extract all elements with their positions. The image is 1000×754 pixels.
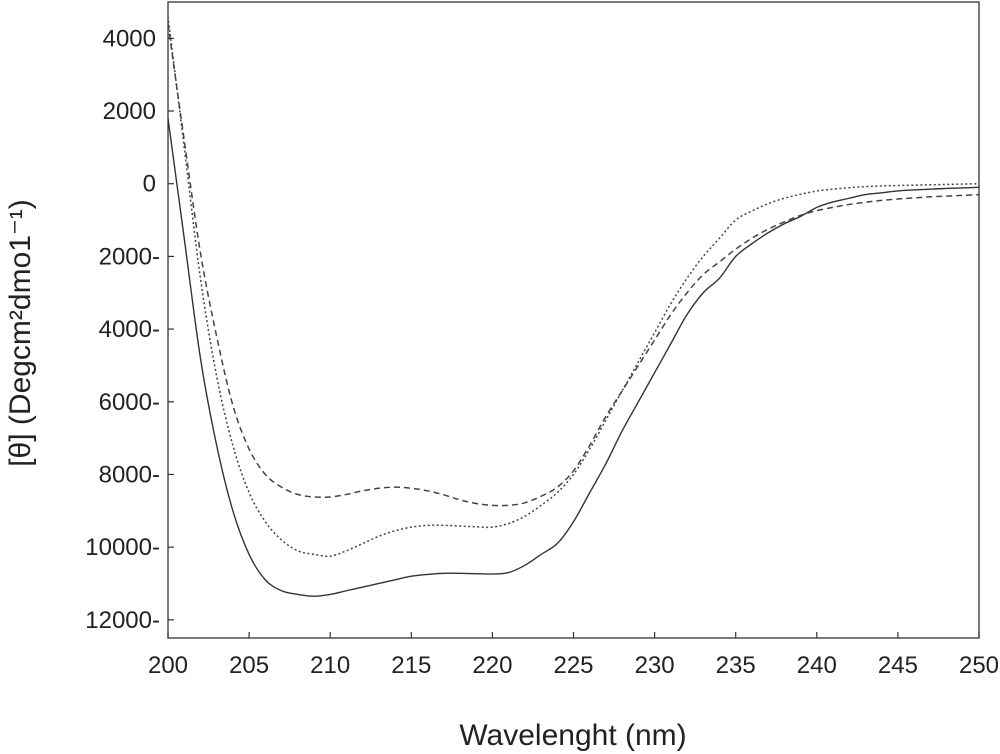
x-tick-label: 220 (472, 652, 512, 679)
y-tick-label: 4000 (103, 25, 156, 52)
x-axis-title: Wavelenght (nm) (459, 719, 686, 752)
y-tick-label: 2000- (99, 243, 160, 270)
y-tick-label: 12000- (85, 607, 160, 634)
x-tick-label: 215 (391, 652, 431, 679)
x-tick-label: 225 (553, 652, 593, 679)
series-line-dotted (167, 16, 980, 558)
x-tick-label: 245 (878, 652, 918, 679)
y-tick-label: 10000- (85, 534, 160, 561)
series-line-solid (167, 118, 980, 597)
x-tick-label: 210 (310, 652, 350, 679)
series-layer (167, 16, 980, 597)
x-tick-label: 240 (797, 652, 837, 679)
x-tick-label: 205 (229, 652, 269, 679)
y-tick-label: 6000- (99, 389, 160, 416)
x-tick-label: 230 (635, 652, 675, 679)
y-tick-label: 0 (143, 171, 156, 198)
series-line-dashed (167, 23, 980, 507)
plot-frame (167, 1, 980, 639)
x-tick-label: 200 (148, 652, 188, 679)
y-tick-label: 8000- (99, 461, 160, 488)
y-tick-label: 2000 (103, 98, 156, 125)
y-axis-title: [θ] (Degcm²dmo1⁻¹) (4, 199, 37, 467)
plot-border (167, 1, 980, 639)
x-tick-label: 235 (716, 652, 756, 679)
y-axis-ticks: 4000 2000 0 2000- 4000- 6000- 8000- 10000- 12000… (85, 25, 174, 634)
x-axis-ticks: 200 205 210 215 220 225 230 235 240 245 250 (148, 632, 999, 679)
y-tick-label: 4000- (99, 316, 160, 343)
x-tick-label: 250 (959, 652, 999, 679)
